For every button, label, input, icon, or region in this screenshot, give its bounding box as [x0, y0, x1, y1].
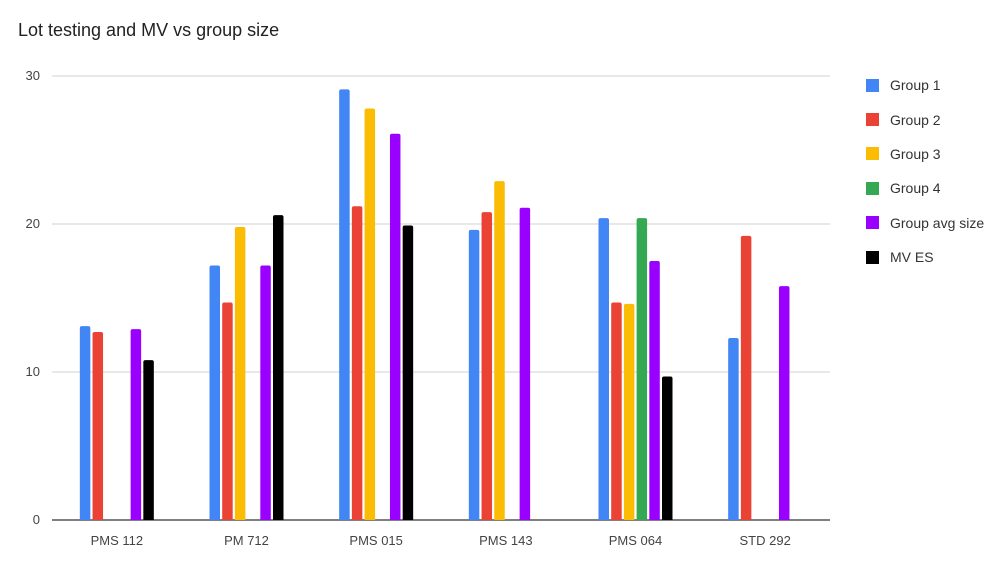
bar [740, 235, 752, 520]
bar [143, 360, 154, 520]
x-tick-label: PMS 015 [349, 533, 402, 548]
bar [468, 229, 480, 521]
bar [598, 218, 609, 520]
legend-label: Group avg size [890, 214, 985, 231]
x-tick-label: STD 292 [740, 533, 791, 548]
bar [611, 302, 622, 520]
legend-swatch [866, 250, 879, 264]
bar [79, 326, 91, 520]
legend-item: Group 3 [866, 137, 984, 171]
bar [389, 133, 401, 520]
legend-swatch [866, 147, 879, 161]
bar [222, 302, 233, 520]
legend: Group 1 Group 2 Group 3 Group 4 Group avg si… [866, 68, 984, 274]
legend-item: MV ES [866, 240, 984, 274]
bar [209, 265, 220, 520]
legend-swatch [866, 181, 879, 195]
legend-swatch [866, 113, 879, 127]
bar [728, 337, 739, 520]
legend-item: Group 2 [866, 102, 984, 136]
legend-item: Group 4 [866, 171, 984, 205]
bar [260, 265, 271, 520]
bar-chart: 0 10 20 30 PMS 112 PM 712 PMS 015 PMS 143 PMS 0… [26, 68, 830, 548]
legend-label: Group 1 [890, 77, 941, 94]
bar [234, 226, 246, 520]
y-tick-label: 0 [33, 512, 40, 527]
legend-item: Group avg size [866, 206, 984, 240]
bar [92, 332, 104, 520]
bar [481, 212, 493, 520]
bar [339, 89, 350, 520]
legend-label: Group 4 [890, 180, 941, 197]
y-tick-label: 30 [26, 68, 40, 83]
bar [519, 207, 531, 520]
bar [351, 206, 363, 521]
bar [649, 261, 660, 520]
chart-title: Lot testing and MV vs group size [18, 20, 280, 40]
legend-label: Group 2 [890, 111, 941, 128]
bar [494, 181, 505, 520]
y-tick-label: 10 [26, 364, 40, 379]
x-tick-label: PM 712 [224, 533, 269, 548]
gridlines [52, 75, 830, 521]
legend-swatch [866, 78, 879, 92]
bar [623, 303, 635, 520]
y-tick-label: 20 [26, 216, 40, 231]
bar [273, 215, 284, 520]
y-axis-ticks: 0 10 20 30 [26, 68, 40, 527]
x-tick-label: PMS 064 [609, 533, 662, 548]
bar [636, 218, 648, 520]
bar [402, 225, 414, 521]
legend-swatch [866, 216, 879, 230]
bar [130, 329, 142, 520]
x-tick-label: PMS 143 [479, 533, 532, 548]
bar [364, 108, 376, 520]
bar [778, 286, 790, 520]
bars [79, 89, 790, 521]
legend-item: Group 1 [866, 68, 984, 102]
x-axis-ticks: PMS 112 PM 712 PMS 015 PMS 143 PMS 064 STD 29… [91, 533, 791, 548]
bar [662, 376, 673, 520]
x-tick-label: PMS 112 [91, 533, 144, 548]
legend-label: MV ES [890, 249, 934, 266]
legend-label: Group 3 [890, 145, 941, 162]
